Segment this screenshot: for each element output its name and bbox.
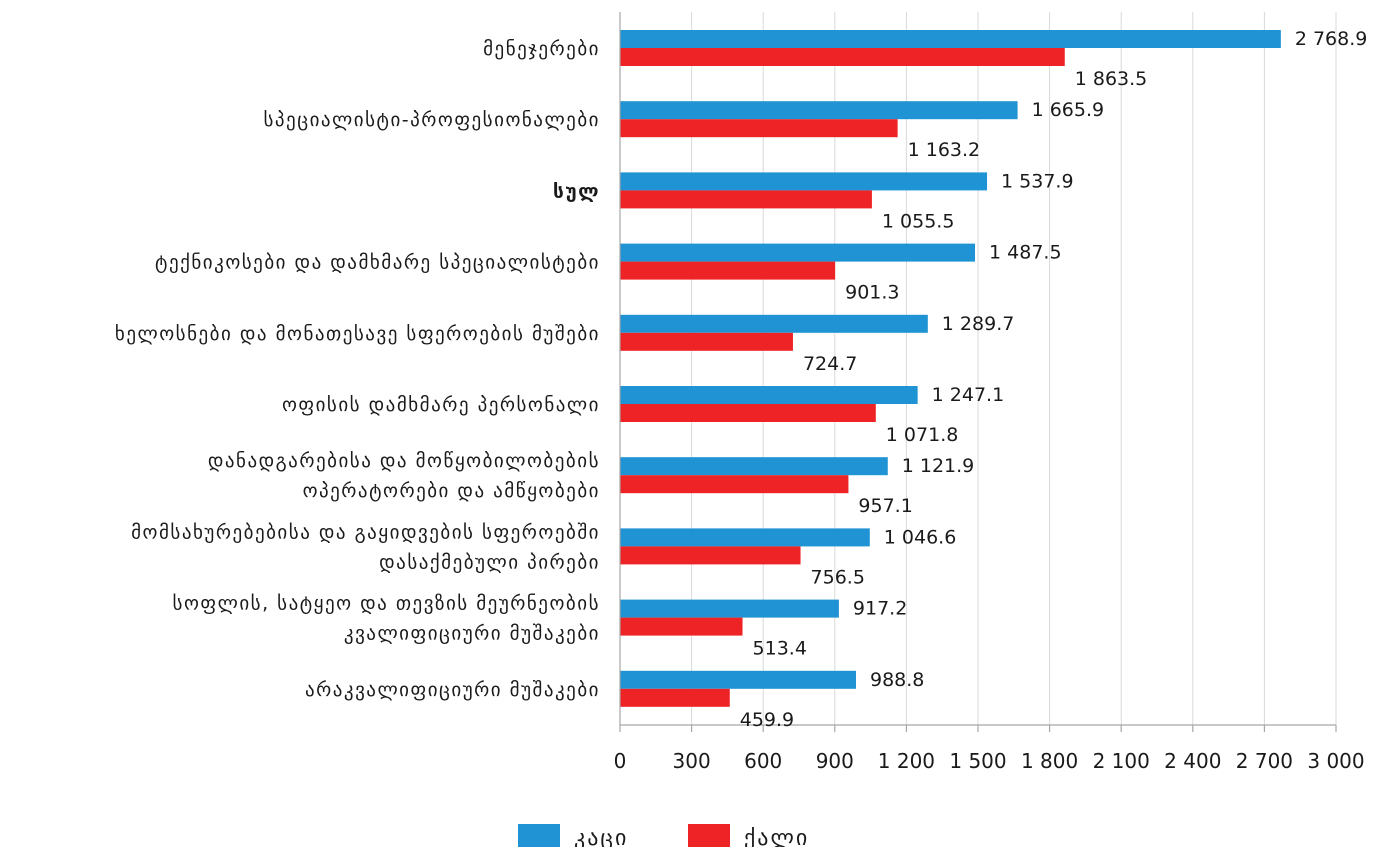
category-label: დასაქმებული პირები bbox=[379, 551, 600, 573]
value-label-women: 957.1 bbox=[858, 495, 912, 517]
bar-men bbox=[620, 670, 856, 689]
x-tick-label: 2 400 bbox=[1164, 749, 1221, 773]
value-label-women: 1 055.5 bbox=[882, 210, 955, 232]
category-label: მენეჯერები bbox=[483, 38, 600, 60]
value-label-women: 724.7 bbox=[803, 353, 857, 375]
legend-men-label: კაცი bbox=[574, 826, 628, 847]
category-label: კვალიფიციური მუშაკები bbox=[344, 623, 600, 645]
bar-women bbox=[620, 48, 1065, 66]
legend-women-swatch bbox=[688, 824, 730, 847]
bar-men bbox=[620, 101, 1018, 120]
value-label-women: 1 863.5 bbox=[1075, 68, 1148, 90]
x-tick-label: 3 000 bbox=[1307, 749, 1364, 773]
bar-men bbox=[620, 386, 918, 404]
category-label: მომსახურებებისა და გაყიდვების სფეროებში bbox=[131, 521, 600, 543]
value-label-men: 988.8 bbox=[870, 669, 924, 691]
value-label-men: 1 665.9 bbox=[1032, 99, 1105, 121]
value-label-men: 1 121.9 bbox=[902, 455, 975, 477]
x-tick-label: 1 500 bbox=[949, 749, 1006, 773]
value-label-men: 1 046.6 bbox=[884, 526, 957, 548]
category-label: არაკვალიფიციური მუშაკები bbox=[305, 679, 600, 701]
value-label-men: 917.2 bbox=[853, 598, 907, 620]
bar-men bbox=[620, 314, 928, 333]
value-label-women: 756.5 bbox=[811, 566, 865, 588]
value-label-men: 2 768.9 bbox=[1295, 28, 1368, 50]
value-label-men: 1 247.1 bbox=[932, 384, 1005, 406]
category-label: ტექნიკოსები და დამხმარე სპეციალისტები bbox=[155, 252, 600, 274]
bar-women bbox=[620, 617, 743, 636]
value-label-men: 1 537.9 bbox=[1001, 170, 1074, 192]
bar-women bbox=[620, 261, 836, 280]
labels: 2 768.9 1 863.5 მენეჯერები 1 665.9 1 163.2 სპ… bbox=[115, 28, 1367, 731]
bar-women bbox=[620, 190, 872, 209]
x-tick-label: 1 800 bbox=[1021, 749, 1078, 773]
bar-men bbox=[620, 30, 1281, 48]
value-label-women: 459.9 bbox=[740, 709, 794, 731]
bar-women bbox=[620, 332, 793, 351]
bar-men bbox=[620, 599, 839, 618]
legend-women-label: ქალი bbox=[744, 826, 809, 847]
category-label: ხელოსნები და მონათესავე სფეროების მუშები bbox=[115, 323, 600, 345]
x-tick-label: 0 bbox=[614, 749, 627, 773]
legend-men-swatch bbox=[518, 824, 560, 847]
category-label: სულ bbox=[553, 180, 600, 202]
bar-women bbox=[620, 475, 849, 494]
bar-women bbox=[620, 119, 898, 138]
value-label-women: 1 071.8 bbox=[886, 424, 959, 446]
value-label-men: 1 289.7 bbox=[942, 313, 1015, 335]
bar-men bbox=[620, 243, 976, 262]
x-tick-label: 1 200 bbox=[878, 749, 935, 773]
bar-women bbox=[620, 404, 876, 422]
x-tick-label: 600 bbox=[744, 749, 782, 773]
category-label: სპეციალისტი-პროფესიონალები bbox=[263, 109, 600, 131]
bar-men bbox=[620, 457, 888, 476]
axes: 0 300 600 900 1 200 1 500 1 800 2 100 2 400 2 700… bbox=[614, 12, 1365, 773]
value-label-women: 513.4 bbox=[753, 638, 807, 660]
category-label: ოპერატორები და ამწყობები bbox=[303, 480, 600, 502]
bar-men bbox=[620, 172, 988, 191]
category-label: ოფისის დამხმარე პერსონალი bbox=[282, 394, 600, 416]
bar-women bbox=[620, 546, 801, 565]
category-label: სოფლის, სატყეო და თევზის მეურნეობის bbox=[173, 593, 600, 615]
value-label-women: 901.3 bbox=[845, 282, 899, 304]
bars bbox=[620, 30, 1281, 707]
bar-women bbox=[620, 688, 730, 707]
category-label: დანადგარებისა და მოწყობილობების bbox=[208, 450, 600, 472]
x-tick-label: 900 bbox=[816, 749, 854, 773]
x-tick-label: 2 700 bbox=[1236, 749, 1293, 773]
value-label-women: 1 163.2 bbox=[908, 139, 981, 161]
x-tick-label: 300 bbox=[673, 749, 711, 773]
value-label-men: 1 487.5 bbox=[989, 242, 1062, 264]
x-tick-label: 2 100 bbox=[1093, 749, 1150, 773]
legend: კაცი ქალი bbox=[518, 824, 809, 847]
bar-men bbox=[620, 528, 870, 547]
